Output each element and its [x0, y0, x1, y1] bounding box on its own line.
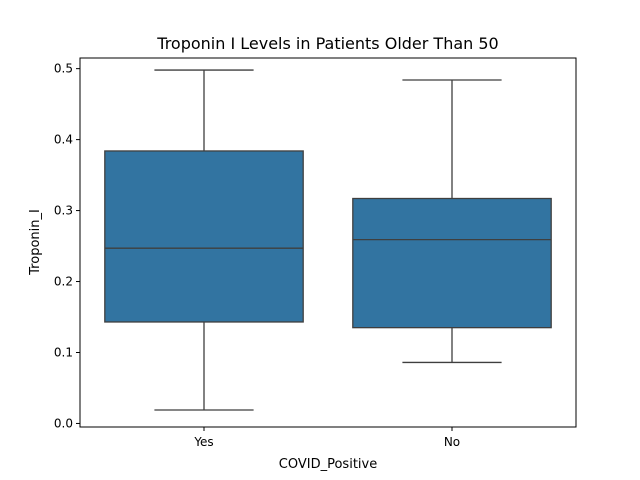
x-tick-label: No: [444, 435, 460, 449]
chart-title: Troponin I Levels in Patients Older Than…: [156, 34, 498, 53]
x-tick-label: Yes: [193, 435, 213, 449]
y-axis: 0.0 0.1 0.2 0.3 0.4 0.5: [54, 62, 80, 430]
x-axis-label: COVID_Positive: [279, 457, 377, 472]
iqr-box-no: [352, 197, 552, 329]
x-axis: Yes No: [193, 427, 460, 449]
y-tick-label: 0.3: [54, 204, 73, 218]
box-group-yes: [104, 69, 304, 411]
y-tick-label: 0.0: [54, 416, 73, 430]
iqr-box-yes: [104, 150, 304, 323]
y-axis-label: Troponin_I: [28, 209, 43, 276]
y-tick-label: 0.2: [54, 275, 73, 289]
boxes-layer: [104, 69, 552, 411]
plot-area-frame: [79, 57, 577, 428]
box-group-no: [352, 79, 552, 364]
y-tick-label: 0.1: [54, 345, 73, 359]
y-tick-label: 0.5: [54, 62, 73, 76]
y-tick-label: 0.4: [54, 133, 73, 147]
